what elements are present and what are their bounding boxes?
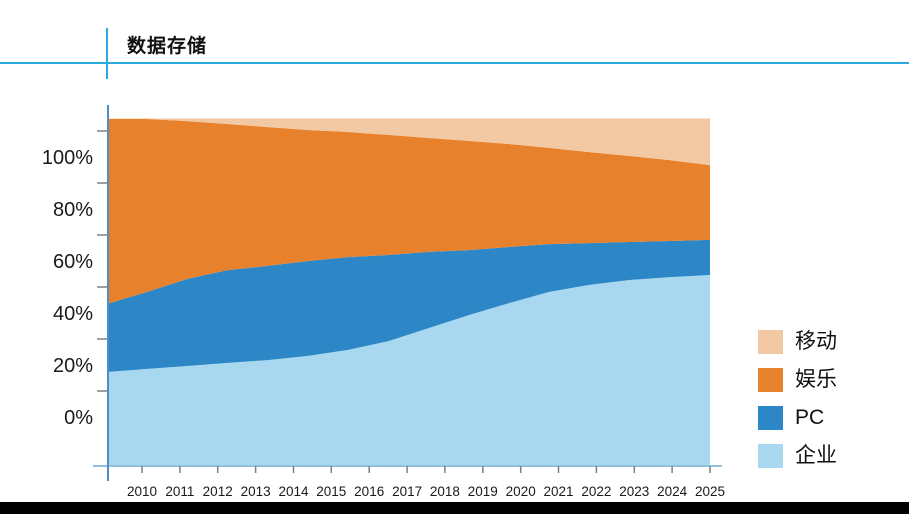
area-series-enterprise [107,275,710,467]
chart-areas [107,118,710,467]
y-axis-label: 40% [53,303,93,325]
legend-swatch-enterprise [758,444,783,468]
x-axis-label: 2012 [203,484,233,499]
x-axis-label: 2017 [392,484,422,499]
title-accent-tick [106,28,108,79]
legend-item-enterprise: 企业 [758,444,837,468]
legend-swatch-pc [758,406,783,430]
area-series-entertainment [107,119,710,304]
x-axis-label: 2011 [165,484,194,499]
legend-swatch-entertainment [758,368,783,392]
x-axis-label: 2018 [430,484,460,499]
x-axis-label: 2020 [506,484,536,499]
y-axis-labels: 100% 80% 60% 40% 20% 0% [42,147,93,429]
x-axis-label: 2021 [543,484,573,499]
y-axis-label: 80% [53,199,93,221]
legend-label: 娱乐 [795,368,837,391]
chart-legend: 移动娱乐 PC 企业 [758,330,837,482]
legend-label: 企业 [795,444,837,467]
page-title: 数据存储 [127,36,208,57]
x-axis-label: 2013 [241,484,271,499]
y-axis-label: 60% [53,251,93,273]
y-axis-label: 20% [53,355,93,377]
x-axis-labels: 2010 2011 2012 2013 2014 2015 2016 2017 2018 2019… [127,484,725,499]
y-axis-ticks [97,130,107,392]
x-axis-label: 2023 [619,484,649,499]
x-axis-label: 2024 [657,484,688,499]
legend-item-pc: PC [758,406,837,430]
x-axis-label: 2025 [695,484,725,499]
x-axis-label: 2022 [581,484,611,499]
x-axis-label: 2010 [127,484,157,499]
x-axis-label: 2015 [316,484,346,499]
area-series-pc [107,239,710,372]
area-series-mobile [107,118,710,166]
y-axis-label: 0% [64,407,93,429]
legend-item-entertainment: 娱乐 [758,368,837,392]
footer-bar [0,502,909,514]
y-axis-label: 100% [42,147,93,169]
legend-label: 移动 [795,330,837,353]
x-axis-ticks [141,466,711,473]
x-axis-label: 2019 [468,484,498,499]
legend-swatch-mobile [758,330,783,354]
header-rule [0,62,909,64]
legend-item-mobile: 移动 [758,330,837,354]
x-axis-label: 2014 [278,484,309,499]
x-axis-label: 2016 [354,484,384,499]
legend-label: PC [795,406,825,429]
